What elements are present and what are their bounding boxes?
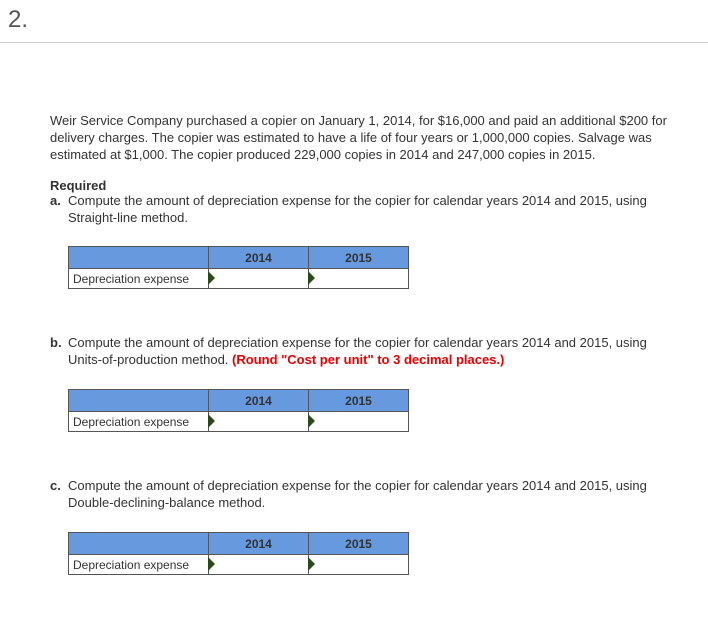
part-b-red-note: (Round "Cost per unit" to 3 decimal plac…: [232, 352, 504, 367]
part-c: c. Compute the amount of depreciation ex…: [50, 478, 668, 575]
part-c-letter: c.: [50, 478, 68, 495]
question-number-row: 2.: [0, 0, 708, 43]
input-marker-icon: [208, 557, 215, 571]
table-a-row-label: Depreciation expense: [69, 269, 209, 289]
table-c-header-2015: 2015: [309, 533, 409, 555]
table-a-header-2014: 2014: [209, 247, 309, 269]
table-a-input-2014[interactable]: [209, 269, 309, 289]
part-a-letter: a.: [50, 193, 68, 210]
table-c-row-label: Depreciation expense: [69, 555, 209, 575]
table-a-input-2015[interactable]: [309, 269, 409, 289]
table-c-header-2014: 2014: [209, 533, 309, 555]
input-marker-icon: [308, 414, 315, 428]
table-c-input-2015[interactable]: [309, 555, 409, 575]
question-content: Weir Service Company purchased a copier …: [0, 43, 708, 605]
table-b-row-label: Depreciation expense: [69, 412, 209, 432]
part-c-text: Compute the amount of depreciation expen…: [68, 478, 668, 512]
table-c: 2014 2015 Depreciation expense: [68, 532, 409, 575]
table-a-header-blank: [69, 247, 209, 269]
table-a: 2014 2015 Depreciation expense: [68, 246, 409, 289]
table-b-header-blank: [69, 390, 209, 412]
part-b-text: Compute the amount of depreciation expen…: [68, 335, 668, 369]
table-b-header-2014: 2014: [209, 390, 309, 412]
table-c-header-blank: [69, 533, 209, 555]
table-b-header-2015: 2015: [309, 390, 409, 412]
part-b: b. Compute the amount of depreciation ex…: [50, 335, 668, 432]
input-marker-icon: [208, 271, 215, 285]
table-a-header-2015: 2015: [309, 247, 409, 269]
table-b-input-2014[interactable]: [209, 412, 309, 432]
input-marker-icon: [208, 414, 215, 428]
part-a: a. Compute the amount of depreciation ex…: [50, 193, 668, 290]
part-b-letter: b.: [50, 335, 68, 352]
table-b-input-2015[interactable]: [309, 412, 409, 432]
table-c-input-2014[interactable]: [209, 555, 309, 575]
part-a-text: Compute the amount of depreciation expen…: [68, 193, 668, 227]
input-marker-icon: [308, 271, 315, 285]
table-b: 2014 2015 Depreciation expense: [68, 389, 409, 432]
question-number: 2.: [8, 6, 28, 33]
input-marker-icon: [308, 557, 315, 571]
intro-paragraph: Weir Service Company purchased a copier …: [50, 113, 668, 164]
required-label: Required: [50, 178, 668, 193]
